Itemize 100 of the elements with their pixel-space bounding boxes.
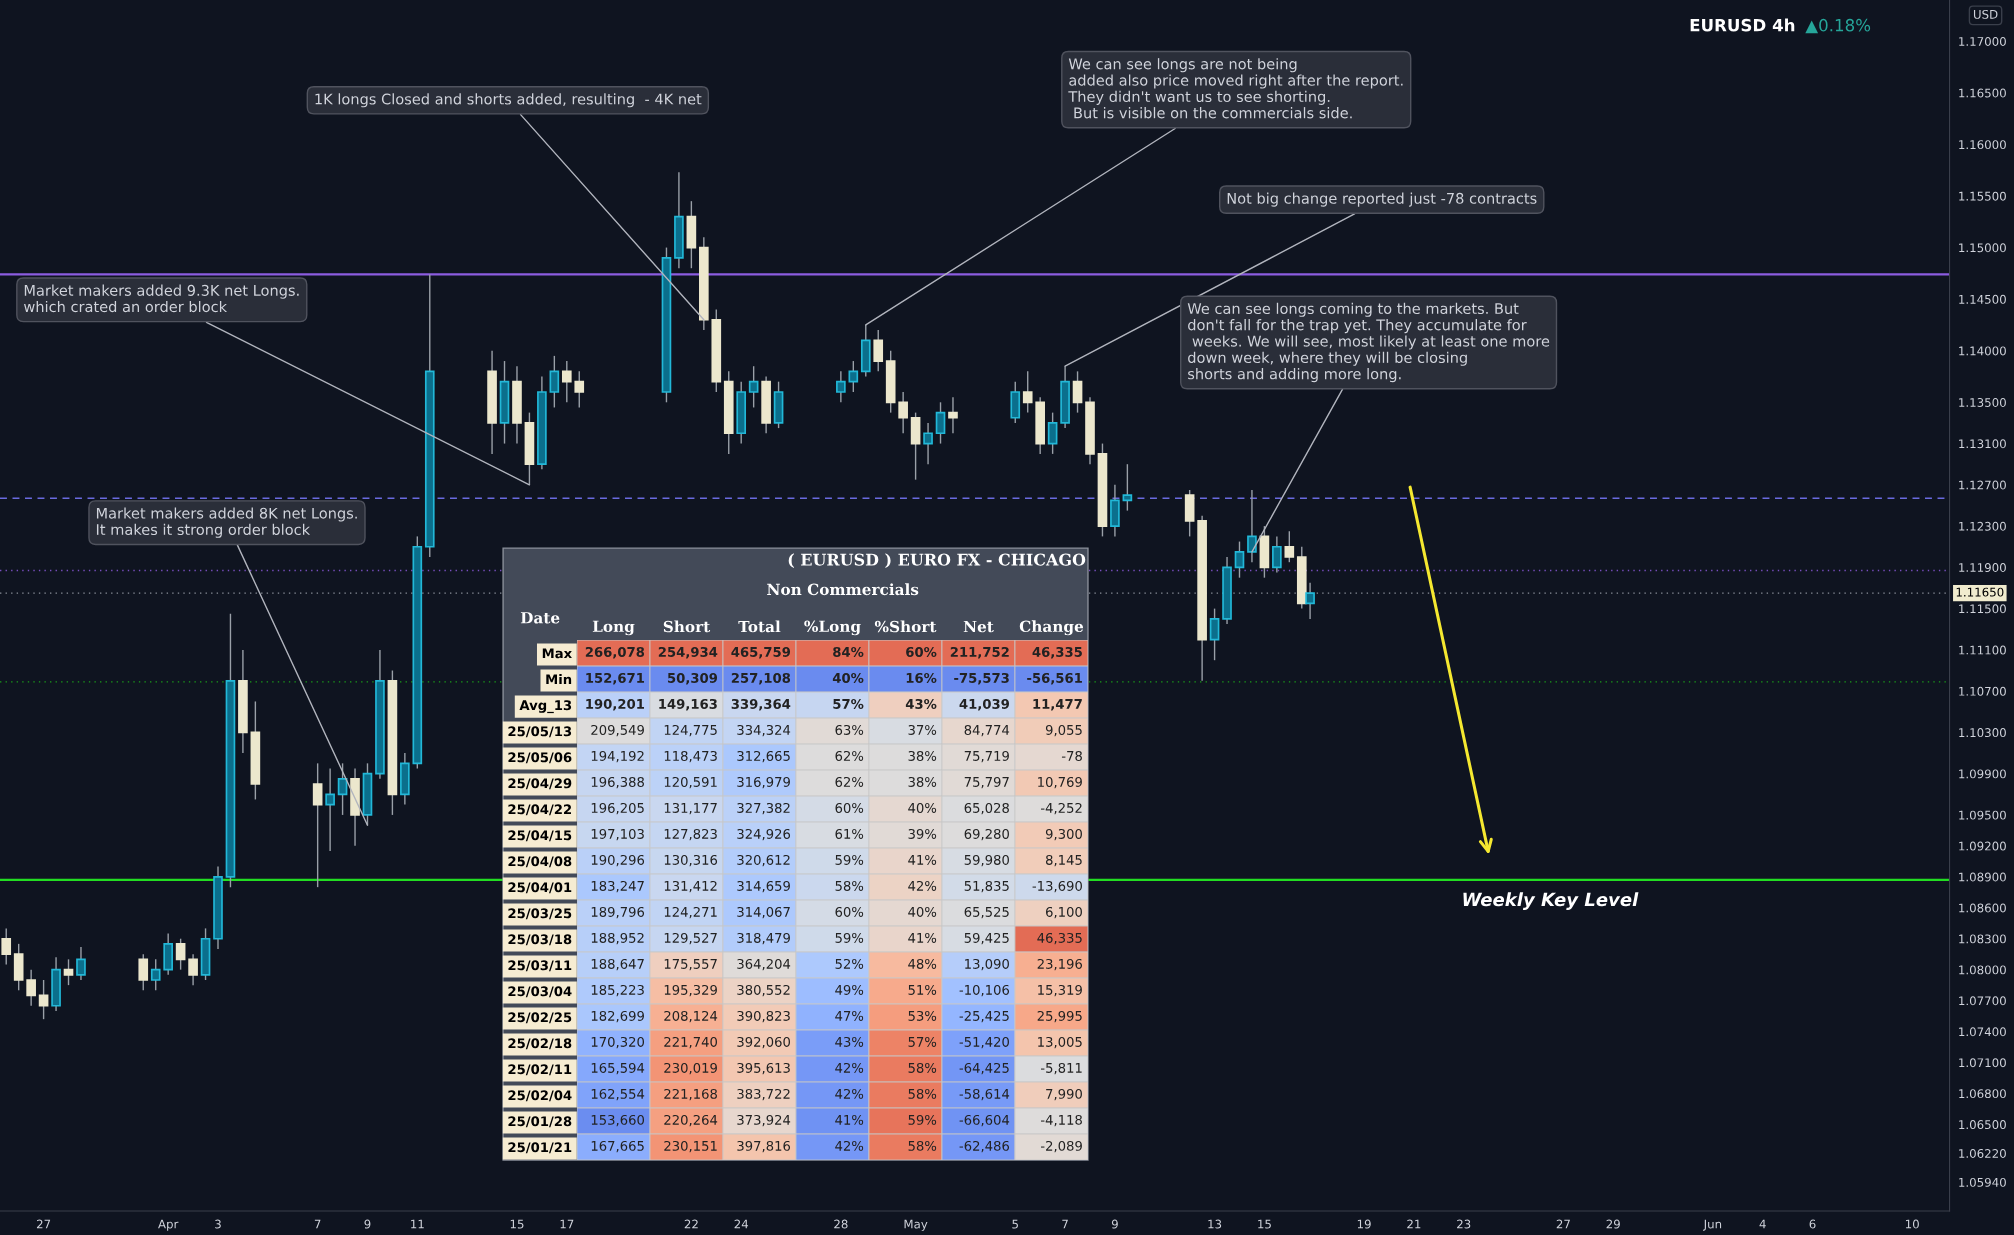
y-tick-label: 1.07100: [1959, 1058, 2006, 1068]
data-label: 380,552: [737, 984, 790, 997]
data-label: 152,671: [586, 672, 644, 685]
x-tick-label: 4: [1759, 1219, 1766, 1229]
data-label: 254,934: [658, 646, 718, 659]
data-label: 10,769: [1038, 776, 1082, 789]
y-tick-label: 25/04/29: [508, 778, 572, 790]
data-label: -5,811: [1040, 1062, 1082, 1075]
y-tick-label: 25/05/13: [508, 726, 572, 738]
data-label: -75,573: [954, 672, 1009, 685]
y-tick-label: 25/05/06: [508, 752, 572, 764]
y-tick-label: 25/04/15: [508, 830, 572, 842]
y-tick-label: 1.17000: [1959, 36, 2006, 46]
y-tick-label: 25/03/04: [508, 986, 572, 998]
y-tick-label: 1.16500: [1959, 88, 2006, 98]
data-label: 84%: [833, 646, 864, 657]
data-label: 41%: [908, 932, 937, 943]
data-label: 314,067: [737, 906, 790, 919]
data-label: 58%: [908, 1088, 937, 1099]
y-tick-label: Max: [542, 648, 572, 659]
data-label: 318,479: [737, 932, 790, 945]
data-label: 7,990: [1046, 1088, 1082, 1101]
data-label: 15,319: [1038, 984, 1082, 997]
data-label: 61%: [835, 828, 864, 839]
data-label: 364,204: [737, 958, 791, 971]
x-tick-label: Long: [592, 620, 635, 636]
y-tick-label: 25/02/11: [508, 1064, 572, 1076]
data-label: 167,665: [591, 1140, 644, 1153]
data-label: 190,296: [591, 854, 645, 867]
chart-subtitle: Non Commercials: [767, 583, 919, 596]
data-label: 62%: [835, 750, 864, 761]
data-label: -66,604: [959, 1114, 1010, 1127]
data-label: 130,316: [664, 854, 718, 867]
data-label: 185,223: [591, 984, 644, 997]
data-label: 41,039: [959, 698, 1010, 711]
data-label: 57%: [908, 1036, 937, 1047]
y-tick-label: 1.08000: [1959, 965, 2006, 975]
data-label: 165,594: [591, 1062, 645, 1075]
annotation: We can see longs are not being added also price moved right after the report. They didn't want us to see shorting. But is visible on the commercials side.: [1068, 58, 1403, 119]
y-tick-label: 1.06800: [1959, 1089, 2006, 1099]
data-label: 13,005: [1038, 1036, 1082, 1049]
data-label: 312,665: [737, 750, 790, 763]
y-tick-label: 1.11500: [1959, 604, 2006, 614]
data-label: 196,205: [591, 802, 644, 815]
data-label: -13,690: [1032, 880, 1082, 893]
y-tick-label: 1.09200: [1959, 841, 2006, 851]
x-tick-label: 19: [1357, 1219, 1371, 1229]
data-label: 189,796: [591, 906, 645, 919]
y-tick-label: 1.12700: [1959, 480, 2006, 490]
data-label: 62%: [835, 776, 864, 787]
y-tick-label: 1.11100: [1959, 645, 2006, 655]
data-label: 47%: [835, 1010, 864, 1021]
data-label: 13,090: [965, 958, 1009, 971]
data-label: 46,335: [1032, 646, 1082, 659]
annotation: Market makers added 9.3K net Longs. which crated an order block: [24, 284, 299, 313]
y-tick-label: 25/04/08: [508, 856, 572, 868]
y-tick-label: 25/04/22: [508, 804, 571, 816]
x-tick-label: 13: [1208, 1219, 1222, 1229]
x-tick-label: 6: [1809, 1219, 1816, 1229]
data-label: 211,752: [950, 646, 1009, 659]
y-tick-label: 1.12300: [1959, 521, 2006, 531]
data-label: -62,486: [959, 1140, 1010, 1153]
x-tick-label: 23: [1457, 1219, 1471, 1229]
data-label: 383,722: [737, 1088, 790, 1101]
data-label: 75,719: [964, 750, 1009, 763]
data-label: 63%: [835, 724, 864, 735]
data-label: 327,382: [737, 802, 790, 815]
x-tick-label: 17: [560, 1219, 574, 1229]
data-label: 131,177: [664, 802, 717, 815]
y-tick-label: 1.08300: [1959, 934, 2006, 944]
data-label: 465,759: [731, 646, 791, 659]
x-tick-label: 28: [834, 1219, 848, 1229]
data-label: 38%: [908, 776, 937, 787]
y-tick-label: 1.08900: [1959, 872, 2006, 882]
y-tick-label: 1.09900: [1959, 769, 2006, 779]
y-tick-label: 25/04/01: [508, 882, 572, 894]
x-tick-label: May: [904, 1219, 928, 1231]
data-label: 40%: [908, 802, 937, 813]
data-label: 188,952: [591, 932, 644, 945]
chart-title: ( EURUSD ) EURO FX - CHICAGO: [788, 553, 1086, 568]
x-tick-label: 10: [1905, 1219, 1919, 1229]
y-tick-label: 25/01/21: [508, 1142, 572, 1154]
data-label: 397,816: [737, 1140, 791, 1153]
data-label: 42%: [835, 1062, 864, 1073]
data-label: -56,561: [1027, 672, 1082, 685]
data-label: 190,201: [586, 698, 644, 711]
data-label: -58,614: [959, 1088, 1010, 1101]
x-tick-label: 5: [1012, 1219, 1018, 1229]
data-label: 60%: [835, 802, 864, 813]
data-label: 316,979: [737, 776, 790, 789]
data-label: 118,473: [664, 750, 717, 763]
x-tick-label: 27: [1556, 1219, 1570, 1229]
data-label: 59,980: [964, 854, 1009, 867]
data-label: 65,525: [964, 906, 1009, 919]
data-label: 58%: [908, 1140, 937, 1151]
y-tick-label: 25/03/18: [508, 934, 572, 946]
data-label: 58%: [835, 880, 864, 891]
data-label: 60%: [835, 906, 864, 917]
data-label: 37%: [908, 724, 937, 735]
x-tick-label: Net: [963, 620, 994, 633]
